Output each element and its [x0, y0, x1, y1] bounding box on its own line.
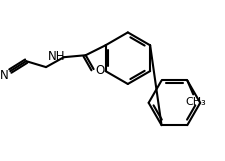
Text: CH₃: CH₃	[185, 97, 206, 107]
Text: NH: NH	[48, 50, 66, 63]
Text: N: N	[0, 69, 9, 81]
Text: O: O	[95, 64, 104, 77]
